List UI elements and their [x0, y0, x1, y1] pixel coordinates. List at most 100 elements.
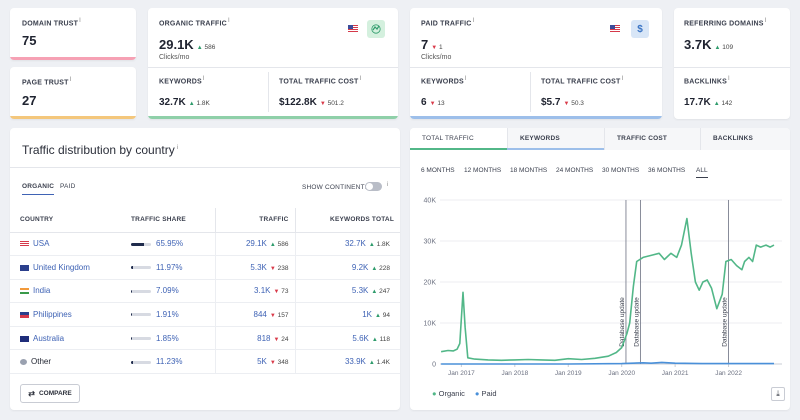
traffic-share-value[interactable]: 65.95% [156, 239, 184, 249]
traffic-share-value[interactable]: 1.91% [156, 310, 179, 320]
column-country[interactable]: COUNTRY [10, 208, 125, 233]
organic-cost-delta: 501.2 [327, 100, 344, 107]
download-button[interactable]: ⤓ [771, 387, 785, 401]
paid-cost-label: TOTAL TRAFFIC COSTi [541, 76, 624, 86]
traffic-value[interactable]: 29.1K [245, 239, 267, 249]
keywords-value[interactable]: 1K [362, 310, 372, 320]
x-tick-label: Jan 2022 [715, 370, 742, 377]
table-row[interactable]: Australia 1.85% 818 ▼ 24 5.6K ▲ 118 [10, 326, 400, 351]
country-cell: Philippines [10, 302, 125, 327]
country-name[interactable]: Australia [33, 333, 65, 343]
keywords-value[interactable]: 5.6K [352, 333, 369, 343]
keywords-value[interactable]: 33.9K [344, 357, 366, 367]
keywords-value[interactable]: 32.7K [344, 239, 366, 249]
range-12-months[interactable]: 12 MONTHS [464, 167, 502, 174]
legend-paid[interactable]: ● Paid [475, 389, 497, 398]
india-flag [20, 288, 29, 295]
tab-keywords[interactable]: KEYWORDS [507, 128, 604, 150]
arrow-down-icon: ▼ [269, 265, 276, 272]
tab-traffic-cost[interactable]: TRAFFIC COST [604, 128, 700, 150]
x-tick-label: Jan 2019 [555, 370, 582, 377]
compare-label: COMPARE [38, 390, 72, 397]
range-24-months[interactable]: 24 MONTHS [556, 167, 594, 174]
column-keywords-total[interactable]: KEYWORDS TOTAL [294, 208, 400, 233]
info-icon[interactable]: i [387, 182, 389, 188]
country-name[interactable]: Philippines [33, 310, 72, 320]
traffic-value[interactable]: 844 [253, 310, 267, 320]
column-traffic-share[interactable]: TRAFFIC SHARE [125, 208, 215, 233]
domain-trust-label: DOMAIN TRUSTi [22, 18, 81, 28]
column-traffic[interactable]: TRAFFIC [214, 208, 295, 233]
traffic-share-bar [131, 313, 151, 317]
traffic-value[interactable]: 5K [257, 357, 267, 367]
paid-keywords-label: KEYWORDSi [421, 76, 467, 86]
paid-traffic-underline [410, 116, 662, 119]
country-cell: United Kingdom [10, 255, 125, 280]
country-name[interactable]: United Kingdom [33, 262, 90, 272]
arrow-up-icon: ▲ [371, 336, 378, 343]
range-30-months[interactable]: 30 MONTHS [602, 167, 640, 174]
traffic-value[interactable]: 3.1K [254, 286, 271, 296]
traffic-cell: 5K ▼ 348 [214, 349, 295, 375]
keywords-delta: 1.8K [376, 241, 390, 249]
info-icon[interactable]: i [764, 18, 767, 24]
traffic-share-cell: 65.95% [125, 232, 215, 257]
legend-organic[interactable]: ● Organic [432, 389, 465, 398]
domain-trust-underline [10, 57, 136, 60]
paid-keywords-delta: 13 [437, 100, 445, 107]
traffic-distribution-title: Traffic distribution by country i [22, 143, 179, 157]
tab-backlinks[interactable]: BACKLINKS [700, 128, 790, 150]
tab-paid[interactable]: PAID [60, 183, 76, 190]
tab-organic[interactable]: ORGANIC [22, 183, 55, 195]
arrow-up-icon: ▲ [269, 242, 276, 249]
info-icon[interactable]: i [472, 18, 475, 24]
traffic-delta: 24 [281, 335, 289, 343]
legend-paid-dot: ● [474, 389, 480, 398]
traffic-value[interactable]: 818 [257, 333, 271, 343]
show-continents-toggle[interactable] [365, 182, 382, 191]
table-row[interactable]: USA 65.95% 29.1K ▲ 586 32.7K ▲ 1.8K [10, 232, 400, 257]
table-row[interactable]: United Kingdom 11.97% 5.3K ▼ 238 9.2K ▲ 228 [10, 255, 400, 280]
backlinks-value: 17.7K [684, 97, 711, 108]
traffic-share-value[interactable]: 11.23% [156, 357, 183, 367]
traffic-share-value[interactable]: 11.97% [156, 262, 183, 272]
tab-total-traffic[interactable]: TOTAL TRAFFIC [410, 128, 507, 150]
traffic-value[interactable]: 5.3K [250, 262, 267, 272]
range-6-months[interactable]: 6 MONTHS [421, 167, 455, 174]
info-icon[interactable]: i [359, 76, 362, 82]
range-18-months[interactable]: 18 MONTHS [510, 167, 548, 174]
info-icon[interactable]: i [728, 76, 730, 82]
paid-cost-metric: $5.7 ▼ 50.3 [541, 92, 584, 110]
traffic-share-value[interactable]: 7.09% [156, 286, 179, 296]
y-tick-label: 0 [432, 362, 436, 369]
country-cell: India [10, 279, 125, 304]
organic-traffic-label: ORGANIC TRAFFICi [159, 18, 230, 28]
country-name[interactable]: India [33, 286, 51, 296]
info-icon[interactable]: i [621, 76, 624, 82]
compare-button[interactable]: ⇄ COMPARE [20, 384, 80, 403]
traffic-delta: 238 [277, 264, 289, 272]
info-icon[interactable]: i [464, 76, 467, 82]
table-row[interactable]: Philippines 1.91% 844 ▼ 157 1K ▲ 94 [10, 302, 400, 327]
info-icon[interactable]: i [227, 18, 230, 24]
traffic-share-value[interactable]: 1.85% [156, 333, 179, 343]
table-row[interactable]: Other 11.23% 5K ▼ 348 33.9K ▲ 1.4K [10, 349, 400, 375]
country-cell: USA [10, 232, 125, 257]
info-icon[interactable]: i [202, 76, 205, 82]
range-all[interactable]: ALL [696, 167, 708, 178]
table-header-row: COUNTRY TRAFFIC SHARE TRAFFIC KEYWORDS T… [10, 208, 400, 233]
keywords-value[interactable]: 9.2K [351, 262, 369, 272]
info-icon[interactable]: i [69, 77, 72, 83]
info-icon[interactable]: i [79, 18, 81, 24]
table-row[interactable]: India 7.09% 3.1K ▼ 73 5.3K ▲ 247 [10, 279, 400, 304]
divider [268, 72, 269, 112]
range-36-months[interactable]: 36 MONTHS [648, 167, 686, 174]
legend-organic-label: Organic [438, 389, 465, 398]
keywords-value[interactable]: 5.3K [351, 286, 369, 296]
arrow-down-icon: ▼ [319, 101, 326, 107]
info-icon[interactable]: i [176, 145, 179, 151]
country-name[interactable]: USA [33, 239, 50, 249]
arrow-up-icon: ▲ [368, 360, 375, 367]
keywords-delta: 118 [379, 335, 390, 343]
traffic-share-cell: 11.23% [125, 349, 215, 375]
